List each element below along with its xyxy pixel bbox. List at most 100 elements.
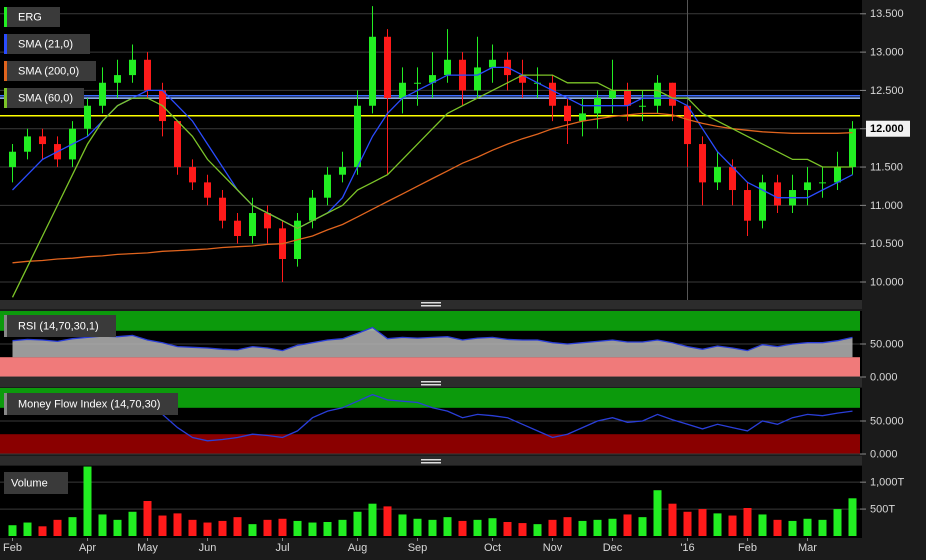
volume-bar bbox=[323, 522, 332, 536]
y-tick-label: 10.000 bbox=[870, 276, 904, 288]
volume-bar bbox=[533, 524, 542, 536]
candle-body bbox=[324, 174, 331, 198]
rsi-line bbox=[12, 326, 853, 352]
candle-body bbox=[354, 105, 361, 168]
candle-body bbox=[609, 90, 616, 99]
volume-bar bbox=[518, 523, 527, 536]
candle-body bbox=[249, 213, 256, 237]
overbought-band bbox=[0, 388, 860, 408]
legend-label: SMA (60,0) bbox=[18, 92, 73, 104]
candle-body bbox=[519, 75, 526, 83]
overbought-band bbox=[0, 311, 860, 331]
candle-body bbox=[399, 82, 406, 99]
y-tick-label: 0.000 bbox=[870, 448, 898, 460]
sma-line bbox=[11, 74, 853, 298]
candle-body bbox=[684, 105, 691, 145]
volume-bar bbox=[413, 518, 422, 536]
volume-bar bbox=[383, 506, 392, 536]
volume-bar bbox=[653, 490, 662, 536]
candle-body bbox=[564, 105, 571, 122]
volume-bar bbox=[833, 509, 842, 536]
y-tick-label: 50.000 bbox=[870, 338, 904, 350]
volume-bar bbox=[38, 526, 47, 536]
panel-swatch bbox=[4, 393, 7, 415]
volume-bar bbox=[788, 520, 797, 536]
volume-bar bbox=[698, 509, 707, 536]
volume-bar bbox=[608, 518, 617, 536]
x-tick-label: '16 bbox=[680, 542, 694, 554]
legend-label: SMA (200,0) bbox=[18, 65, 79, 77]
candle-body bbox=[84, 105, 91, 129]
volume-bar bbox=[293, 520, 302, 536]
candle-body bbox=[99, 82, 106, 106]
candle-body bbox=[729, 167, 736, 191]
sma-line bbox=[12, 66, 853, 230]
volume-bar bbox=[128, 511, 137, 536]
volume-bar bbox=[398, 514, 407, 536]
volume-bar bbox=[98, 514, 107, 536]
volume-bar bbox=[578, 520, 587, 536]
y-tick-label: 13.500 bbox=[870, 8, 904, 20]
volume-bar bbox=[173, 513, 182, 536]
x-tick-label: May bbox=[137, 542, 158, 554]
candle-body bbox=[744, 190, 751, 221]
candle-body bbox=[474, 67, 481, 91]
candle-body bbox=[264, 213, 271, 229]
plot-layer bbox=[0, 0, 866, 536]
volume-bar bbox=[188, 519, 197, 536]
candle-body bbox=[24, 136, 31, 152]
legend-box bbox=[4, 34, 90, 54]
volume-bar bbox=[593, 519, 602, 536]
candle-body bbox=[444, 59, 451, 76]
candle-body bbox=[339, 167, 346, 175]
oversold-band bbox=[0, 434, 860, 454]
volume-bar bbox=[113, 519, 122, 536]
y-tick-label: 10.500 bbox=[870, 238, 904, 250]
legend-swatch bbox=[4, 88, 7, 108]
candle-body bbox=[579, 113, 586, 122]
volume-bar bbox=[218, 520, 227, 536]
volume-bar bbox=[773, 519, 782, 536]
candle-body bbox=[414, 82, 421, 84]
y-tick-label: 11.500 bbox=[870, 161, 903, 173]
candle-body bbox=[804, 182, 811, 191]
volume-bar bbox=[263, 519, 272, 536]
candle-body bbox=[384, 36, 391, 99]
volume-bar bbox=[758, 514, 767, 536]
legend: ERG SMA (21,0) SMA (200,0) SMA (60,0) RS… bbox=[4, 7, 178, 494]
volume-bar bbox=[728, 515, 737, 536]
volume-bar bbox=[713, 513, 722, 536]
volume-bar bbox=[368, 503, 377, 536]
volume-bar bbox=[278, 518, 287, 536]
candle-body bbox=[759, 182, 766, 221]
candle-body bbox=[204, 182, 211, 198]
volume-bar bbox=[563, 517, 572, 536]
panel-label-box bbox=[4, 393, 178, 415]
x-tick-label: Aug bbox=[348, 542, 368, 554]
volume-bar bbox=[848, 498, 857, 536]
legend-label: SMA (21,0) bbox=[18, 38, 73, 50]
panel-swatch bbox=[4, 315, 7, 337]
volume-bar bbox=[638, 517, 647, 536]
volume-bar bbox=[53, 519, 62, 536]
volume-bar bbox=[143, 501, 152, 536]
volume-bar bbox=[818, 519, 827, 536]
x-tick-label: Feb bbox=[738, 542, 757, 554]
volume-bar bbox=[488, 518, 497, 536]
volume-bar bbox=[68, 517, 77, 536]
y-tick-label: 0.000 bbox=[870, 371, 898, 383]
candle-body bbox=[834, 167, 841, 183]
volume-bar bbox=[158, 515, 167, 536]
candle-body bbox=[39, 136, 46, 145]
volume-bar bbox=[743, 508, 752, 536]
candle-body bbox=[429, 75, 436, 83]
candle-body bbox=[489, 59, 496, 68]
y-tick-label: 13.000 bbox=[870, 47, 904, 59]
candle-body bbox=[129, 59, 136, 76]
last-price-box bbox=[866, 120, 910, 137]
y-tick-label: 11.000 bbox=[870, 200, 903, 212]
candle-body bbox=[114, 75, 121, 83]
volume-bar bbox=[473, 519, 482, 536]
y-tick-label: 1,000T bbox=[870, 477, 905, 489]
legend-swatch bbox=[4, 61, 7, 81]
